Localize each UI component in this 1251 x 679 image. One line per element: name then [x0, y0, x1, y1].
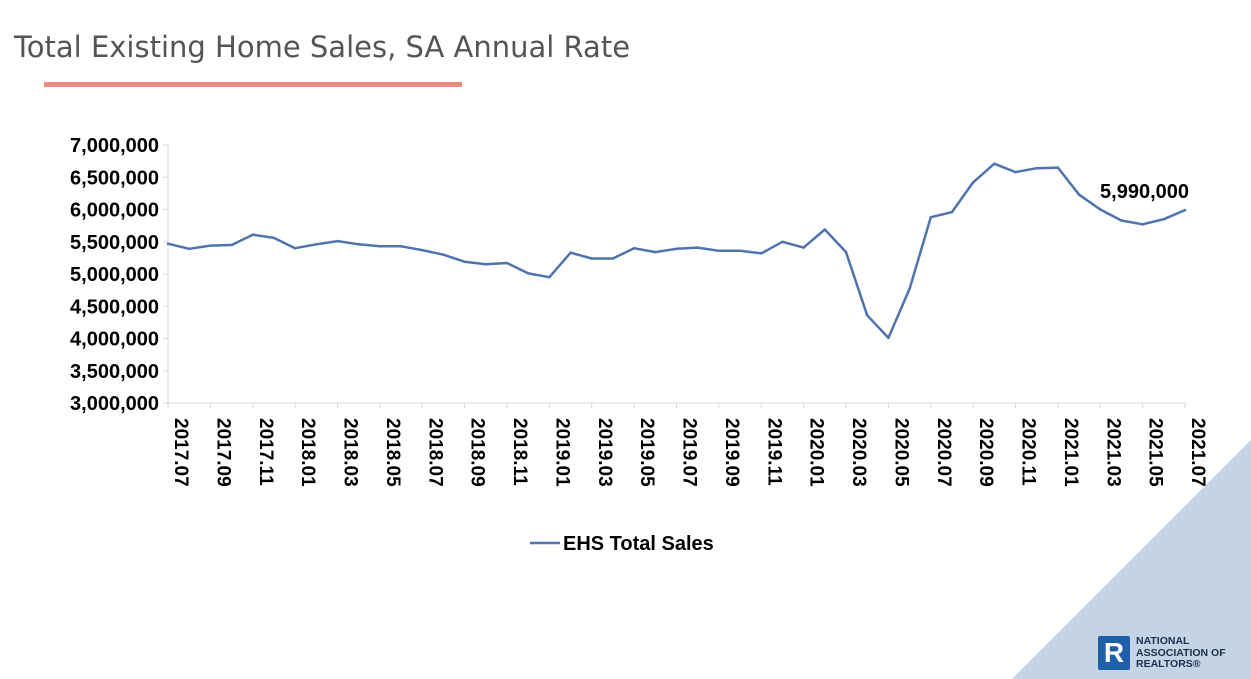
data-point [1014, 170, 1017, 174]
data-point [781, 240, 784, 244]
x-tick-label: 2020.05 [890, 418, 911, 487]
data-point [950, 210, 954, 214]
logo-letter: R [1103, 637, 1125, 668]
data-point [738, 249, 742, 253]
data-point [1183, 208, 1187, 212]
data-point [209, 244, 212, 247]
data-label-last-value: 5,990,000 [1100, 181, 1189, 203]
x-tick-label: 2018.09 [467, 418, 488, 487]
data-point [611, 257, 615, 260]
data-point [632, 246, 636, 250]
x-tick-label: 2021.03 [1102, 418, 1123, 487]
x-tick-label: 2017.11 [255, 418, 276, 486]
x-tick-label: 2020.03 [848, 418, 869, 487]
data-point [293, 246, 297, 250]
x-tick-label: 2017.09 [212, 418, 233, 487]
x-tick-label: 2019.09 [721, 418, 742, 487]
data-point [251, 233, 255, 236]
nar-logo: R NATIONAL ASSOCIATION OF REALTORS® [1098, 634, 1243, 674]
data-point [1141, 223, 1144, 226]
data-point [399, 244, 403, 248]
y-tick-label: 6,000,000 [70, 200, 159, 222]
x-tick-label: 2020.09 [975, 418, 996, 487]
x-tick-label: 2019.07 [679, 418, 700, 487]
y-tick-label: 4,500,000 [70, 296, 159, 318]
data-point [442, 253, 445, 256]
data-point [675, 247, 678, 251]
x-tick-label: 2020.01 [806, 418, 827, 487]
data-point [1077, 193, 1081, 196]
data-point [696, 246, 699, 249]
data-point [823, 228, 827, 231]
x-tick-label: 2018.01 [297, 418, 318, 487]
data-point [865, 313, 869, 317]
data-point [187, 247, 191, 251]
legend-label: EHS Total Sales [563, 533, 714, 555]
logo-text: NATIONAL ASSOCIATION OF REALTORS® [1136, 635, 1226, 671]
data-point [1035, 166, 1038, 170]
data-point [908, 287, 911, 291]
data-point [887, 336, 890, 340]
data-point [548, 275, 551, 279]
data-point [717, 249, 721, 253]
x-tick-label: 2019.03 [594, 418, 615, 487]
data-point [526, 272, 530, 275]
data-point [590, 257, 594, 260]
y-tick-label: 4,000,000 [70, 329, 159, 351]
data-point [336, 239, 339, 243]
data-point [272, 236, 276, 240]
x-tick-label: 2018.07 [424, 418, 445, 487]
data-point [505, 261, 509, 265]
data-point [569, 251, 572, 255]
data-point [166, 242, 170, 245]
data-point [759, 252, 763, 255]
x-tick-label: 2021.07 [1187, 418, 1208, 487]
data-point [1162, 217, 1166, 221]
y-tick-label: 3,500,000 [70, 361, 159, 383]
data-point [315, 243, 318, 246]
data-point [1056, 166, 1060, 169]
x-tick-label: 2021.05 [1145, 418, 1166, 487]
data-point [971, 181, 975, 184]
x-tick-label: 2018.05 [382, 418, 403, 487]
title-underline [44, 82, 462, 87]
x-tick-label: 2019.01 [551, 418, 572, 487]
data-point [929, 215, 933, 219]
x-tick-label: 2020.07 [933, 418, 954, 487]
data-point [1098, 208, 1102, 211]
data-point [357, 243, 360, 246]
data-point [378, 244, 382, 248]
data-point [463, 260, 466, 264]
x-tick-label: 2020.11 [1018, 418, 1039, 486]
x-tick-label: 2019.05 [636, 418, 657, 487]
data-point [844, 250, 848, 254]
x-tick-label: 2017.07 [170, 418, 191, 487]
y-tick-label: 5,500,000 [70, 232, 159, 254]
y-tick-label: 5,000,000 [70, 264, 159, 286]
data-point [802, 246, 805, 249]
page-title: Total Existing Home Sales, SA Annual Rat… [14, 30, 631, 64]
series-line-ehs-total-sales [167, 162, 1186, 340]
data-point [420, 248, 424, 252]
x-tick-label: 2021.01 [1060, 418, 1081, 487]
data-point [230, 243, 233, 247]
data-point [484, 263, 488, 266]
logo-line-3: REALTORS® [1136, 658, 1201, 670]
x-tick-label: 2019.11 [763, 418, 784, 486]
x-tick-label: 2018.11 [509, 418, 530, 486]
data-point [654, 250, 657, 254]
data-point [1120, 219, 1123, 222]
logo-line-2: ASSOCIATION OF [1136, 646, 1226, 659]
data-point [993, 162, 996, 166]
realtor-r-icon [1098, 636, 1130, 670]
y-tick-label: 3,000,000 [70, 393, 159, 415]
y-tick-label: 7,000,000 [70, 135, 159, 157]
x-tick-label: 2018.03 [340, 418, 361, 487]
logo-line-1: NATIONAL [1136, 635, 1190, 647]
y-tick-label: 6,500,000 [70, 167, 159, 189]
